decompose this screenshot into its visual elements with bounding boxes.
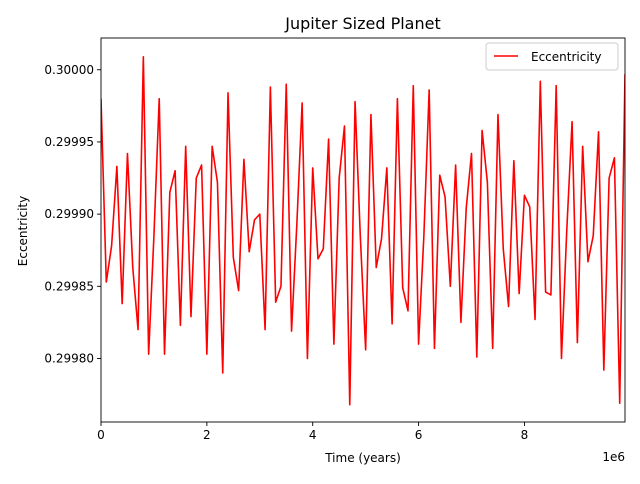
legend-label-eccentricity: Eccentricity (531, 50, 601, 64)
legend-box (485, 42, 619, 71)
x-tick-label: 8 (521, 428, 529, 442)
y-tick-label: 0.29990 (44, 207, 94, 221)
axes-frame (100, 37, 626, 423)
y-axis-label: Eccentricity (16, 196, 30, 266)
axes: 0 2 4 6 8 0.29980 0.29985 0.29990 0.29995 0.30000 (44, 37, 626, 442)
x-axis-offset-label: 1e6 (602, 450, 625, 464)
y-tick-label: 0.29985 (44, 279, 94, 293)
x-tick-label: 4 (309, 428, 317, 442)
series-line-0 (101, 55, 625, 406)
x-tick-label: 0 (97, 428, 105, 442)
x-tick-label: 2 (203, 428, 211, 442)
x-axis-label: Time (years) (324, 451, 401, 465)
legend: Eccentricity (485, 42, 619, 71)
x-tick-label: 6 (415, 428, 423, 442)
y-tick-label: 0.30000 (44, 63, 94, 77)
y-tick-label: 0.29995 (44, 135, 94, 149)
chart-title: Jupiter Sized Planet (284, 14, 440, 33)
y-tick-label: 0.29980 (44, 351, 94, 365)
plot-area (101, 55, 625, 406)
